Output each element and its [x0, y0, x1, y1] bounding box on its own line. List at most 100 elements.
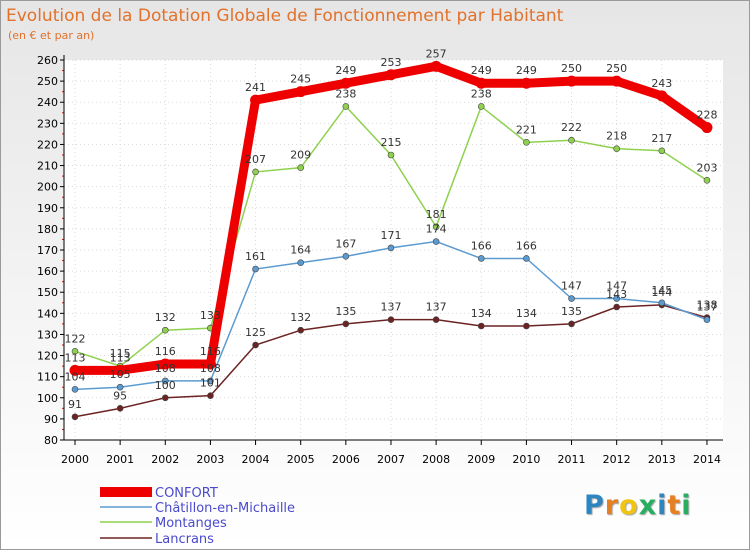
data-label: 209: [290, 149, 311, 162]
y-tick-label: 110: [37, 371, 58, 384]
logo-letter: r: [604, 490, 620, 521]
data-point: [161, 377, 169, 385]
data-label: 166: [471, 239, 492, 252]
x-tick-label: 2009: [467, 453, 495, 466]
data-label: 108: [200, 362, 221, 375]
data-label: 132: [290, 311, 311, 324]
x-tick-label: 2001: [106, 453, 134, 466]
logo-letter: o: [619, 490, 639, 521]
y-tick-label: 250: [37, 75, 58, 88]
data-point: [613, 295, 620, 302]
y-tick-label: 210: [37, 160, 58, 173]
data-label: 104: [65, 370, 86, 383]
y-tick-label: 220: [37, 138, 58, 151]
data-point: [250, 94, 262, 106]
data-label: 138: [696, 299, 717, 312]
data-point: [204, 358, 216, 370]
data-label: 105: [110, 368, 131, 381]
logo-letter: i: [681, 490, 692, 521]
data-point: [568, 320, 575, 328]
x-tick-label: 2004: [242, 453, 270, 466]
data-label: 144: [651, 286, 672, 299]
x-tick-label: 2002: [151, 453, 179, 466]
data-label: 250: [606, 62, 627, 75]
proxiti-logo: Proxiti: [584, 490, 692, 521]
data-label: 147: [561, 280, 582, 293]
data-label: 222: [561, 121, 582, 134]
y-tick-label: 130: [37, 328, 58, 341]
data-point: [116, 405, 124, 412]
data-label: 174: [426, 223, 447, 236]
y-tick-label: 240: [37, 96, 58, 109]
data-point: [207, 392, 214, 399]
data-point: [342, 103, 350, 110]
data-point: [387, 151, 395, 159]
data-label: 249: [335, 64, 356, 77]
data-point: [207, 377, 214, 385]
y-tick-label: 150: [37, 286, 58, 299]
data-label: 113: [65, 351, 86, 364]
data-point: [475, 77, 487, 89]
data-label: 115: [110, 347, 131, 360]
data-label: 95: [113, 389, 127, 402]
data-point: [297, 259, 305, 266]
data-point: [701, 122, 713, 134]
data-label: 137: [380, 301, 401, 314]
data-label: 215: [380, 136, 401, 149]
data-label: 250: [561, 62, 582, 75]
data-point: [340, 77, 352, 89]
data-point: [252, 168, 259, 176]
data-point: [295, 86, 307, 98]
data-point: [159, 358, 171, 370]
data-label: 100: [155, 379, 176, 392]
legend-label: CONFORT: [155, 486, 218, 501]
data-point: [477, 322, 485, 330]
data-label: 218: [606, 130, 627, 143]
chart-title: Evolution de la Dotation Globale de Fonc…: [6, 6, 564, 26]
x-tick-label: 2003: [196, 453, 224, 466]
data-label: 161: [245, 250, 266, 263]
data-point: [523, 255, 530, 262]
data-label: 243: [651, 77, 672, 90]
logo-letter: P: [584, 490, 605, 521]
data-label: 167: [335, 237, 356, 250]
x-tick-label: 2000: [61, 453, 89, 466]
legend-label: Châtillon-en-Michaille: [155, 501, 295, 516]
data-label: 134: [471, 307, 492, 320]
data-point: [703, 316, 711, 323]
data-point: [69, 364, 81, 376]
data-point: [387, 244, 395, 252]
data-label: 132: [155, 311, 176, 324]
data-label: 249: [471, 64, 492, 77]
data-label: 101: [200, 377, 221, 390]
x-tick-label: 2011: [558, 453, 586, 466]
data-label: 91: [68, 398, 82, 411]
data-point: [566, 75, 578, 87]
data-label: 116: [200, 345, 221, 358]
data-point: [161, 326, 169, 334]
data-label: 203: [696, 161, 717, 174]
data-point: [114, 364, 126, 376]
data-point: [568, 136, 575, 144]
data-point: [430, 60, 442, 72]
data-point: [161, 394, 169, 402]
legend-label: Lancrans: [155, 532, 214, 547]
data-point: [297, 164, 305, 171]
data-label: 249: [516, 64, 537, 77]
data-point: [658, 147, 666, 155]
data-point: [385, 69, 397, 81]
data-point: [116, 383, 124, 391]
data-label: 181: [426, 208, 447, 221]
data-label: 253: [380, 56, 401, 69]
data-label: 133: [200, 309, 221, 322]
y-tick-label: 180: [37, 223, 58, 236]
chart-subtitle: (en € et par an): [8, 29, 94, 42]
logo-letter: t: [667, 490, 682, 521]
data-point: [71, 413, 79, 421]
data-label: 217: [651, 132, 672, 145]
x-tick-label: 2006: [332, 453, 360, 466]
data-label: 147: [606, 280, 627, 293]
data-point: [342, 253, 350, 260]
data-point: [613, 303, 620, 311]
data-point: [658, 299, 666, 307]
